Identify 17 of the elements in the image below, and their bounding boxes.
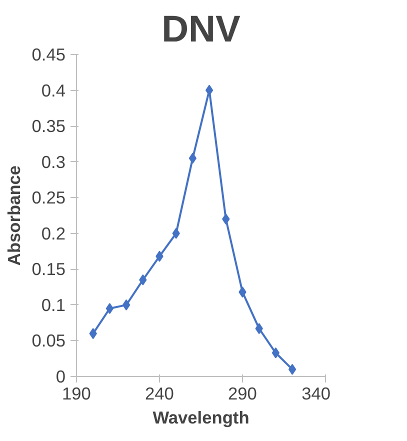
y-tick-label: 0.4: [41, 80, 66, 100]
y-axis-title: Absorbance: [4, 165, 24, 266]
x-axis-title: Wavelength: [152, 408, 250, 428]
y-tick-label: 0.15: [32, 259, 66, 280]
x-tick-label: 340: [302, 384, 331, 404]
x-tick-label: 190: [62, 384, 91, 404]
y-tick-label: 0: [56, 366, 66, 386]
y-tick-label: 0.35: [32, 116, 66, 136]
x-tick-label: 240: [145, 384, 174, 404]
chart-title: DNV: [162, 8, 241, 50]
y-tick-label: 0.05: [32, 330, 66, 351]
y-tick-label: 0.1: [41, 294, 66, 315]
y-tick-label: 0.45: [32, 44, 66, 64]
y-tick-label: 0.3: [41, 152, 66, 172]
y-tick-label: 0.2: [41, 223, 66, 244]
x-tick-label: 290: [228, 384, 257, 404]
y-tick-label: 0.25: [32, 188, 66, 208]
